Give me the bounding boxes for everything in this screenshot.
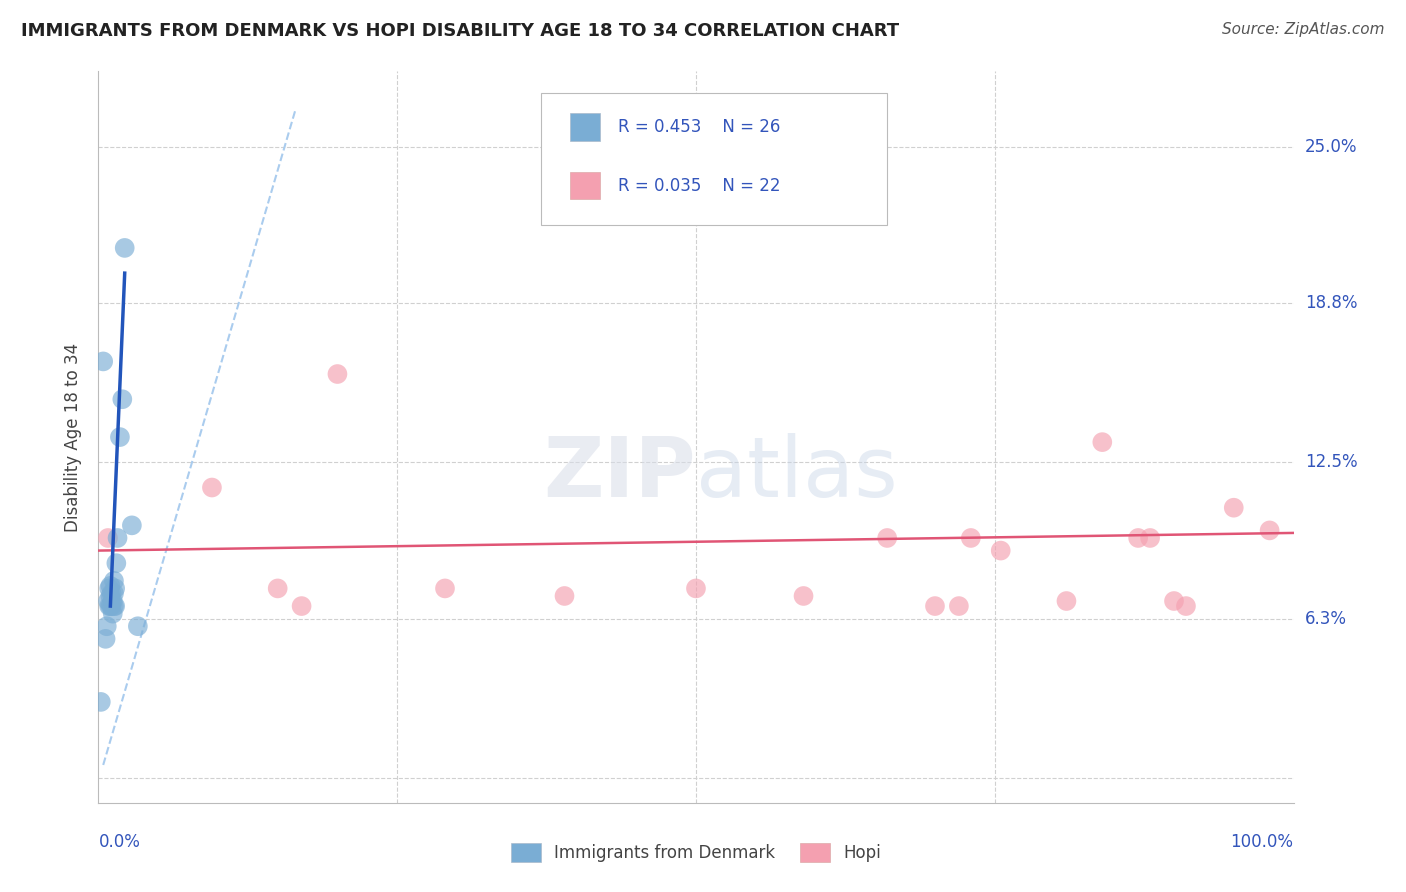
Point [326,367,349,381]
Point [1128,531,1150,545]
Text: 18.8%: 18.8% [1305,294,1357,312]
Point [1258,524,1281,538]
Point [793,589,815,603]
Point [98,589,122,603]
Point [107,531,129,545]
Text: 100.0%: 100.0% [1230,833,1294,851]
Point [1056,594,1078,608]
Text: 6.3%: 6.3% [1305,609,1347,628]
Legend: Immigrants from Denmark, Hopi: Immigrants from Denmark, Hopi [503,836,889,869]
Point [98,599,121,613]
Y-axis label: Disability Age 18 to 34: Disability Age 18 to 34 [65,343,83,532]
Point [1139,531,1161,545]
Point [685,582,707,596]
Point [90,695,112,709]
Point [111,392,134,407]
Point [96,619,118,633]
Text: 25.0%: 25.0% [1305,138,1357,156]
Point [101,594,124,608]
Point [1091,435,1114,450]
Point [1175,599,1198,613]
Point [990,543,1012,558]
FancyBboxPatch shape [571,113,600,141]
Point [121,518,143,533]
Point [105,556,128,570]
Point [97,531,120,545]
Point [948,599,970,613]
Text: ZIP: ZIP [544,434,696,514]
Point [267,582,290,596]
Point [94,632,117,646]
FancyBboxPatch shape [541,94,887,225]
Point [91,354,114,368]
Point [100,599,122,613]
Text: R = 0.035    N = 22: R = 0.035 N = 22 [619,177,780,194]
Text: R = 0.453    N = 26: R = 0.453 N = 26 [619,118,780,136]
Point [201,481,224,495]
Text: 0.0%: 0.0% [98,833,141,851]
Text: 12.5%: 12.5% [1305,453,1357,471]
Point [103,599,125,613]
Text: atlas: atlas [696,434,897,514]
Point [100,586,122,600]
Point [103,586,125,600]
Point [101,607,124,621]
Point [98,579,122,593]
Point [114,241,136,255]
Point [98,599,122,613]
Point [924,599,946,613]
Text: Source: ZipAtlas.com: Source: ZipAtlas.com [1222,22,1385,37]
Point [291,599,314,613]
Point [1163,594,1185,608]
Point [104,582,127,596]
Point [103,574,125,588]
Point [127,619,149,633]
Point [108,430,131,444]
Point [98,582,121,596]
Point [554,589,576,603]
Point [104,599,127,613]
Point [960,531,983,545]
Point [434,582,457,596]
Text: IMMIGRANTS FROM DENMARK VS HOPI DISABILITY AGE 18 TO 34 CORRELATION CHART: IMMIGRANTS FROM DENMARK VS HOPI DISABILI… [21,22,900,40]
FancyBboxPatch shape [571,172,600,199]
Point [1223,500,1246,515]
Point [876,531,898,545]
Point [97,594,120,608]
